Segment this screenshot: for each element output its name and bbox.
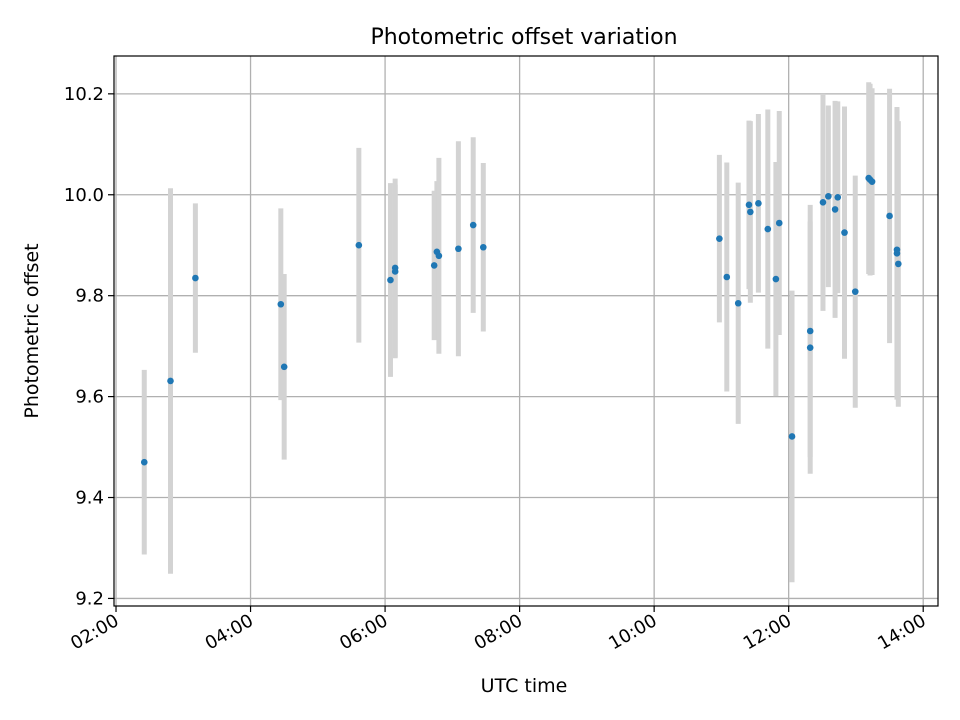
data-point	[825, 192, 832, 200]
data-point	[893, 249, 901, 257]
chart-title: Photometric offset variation	[370, 25, 677, 50]
data-point	[755, 200, 762, 207]
data-point	[775, 219, 783, 227]
data-point	[764, 225, 772, 233]
data-point	[806, 327, 814, 335]
data-point	[387, 276, 394, 284]
data-point	[455, 245, 462, 253]
data-points	[140, 174, 902, 466]
data-point	[280, 363, 288, 371]
data-point	[716, 235, 723, 242]
data-point	[140, 458, 148, 466]
y-tick-label: 9.6	[75, 387, 104, 408]
data-point	[788, 433, 796, 440]
x-axis-label: UTC time	[481, 675, 568, 697]
data-point	[851, 288, 859, 295]
y-tick-label: 10.0	[64, 185, 104, 206]
data-point	[806, 344, 814, 351]
data-point	[886, 212, 893, 220]
y-tick-label: 9.4	[75, 488, 104, 509]
data-point	[734, 299, 742, 307]
data-point	[277, 300, 285, 308]
data-point	[430, 262, 438, 269]
data-point	[723, 273, 731, 281]
data-point	[479, 243, 487, 251]
data-point	[391, 268, 399, 275]
data-point	[831, 206, 839, 213]
data-point	[745, 201, 753, 209]
grid	[114, 56, 938, 606]
y-tick-label: 9.8	[75, 286, 104, 307]
data-point	[355, 241, 363, 249]
data-point	[772, 275, 780, 283]
data-point	[192, 274, 199, 282]
data-point	[469, 221, 477, 229]
data-point	[167, 377, 174, 385]
data-point	[834, 193, 842, 201]
data-point	[747, 208, 754, 216]
y-axis: 9.2 9.4 9.6 9.8 10.0 10.2	[64, 84, 114, 609]
data-point	[868, 178, 876, 185]
data-point	[841, 229, 848, 236]
data-point	[895, 260, 902, 268]
y-tick-label: 10.2	[64, 84, 104, 105]
y-tick-label: 9.2	[75, 588, 104, 609]
y-axis-label: Photometric offset	[21, 243, 43, 418]
plot-frame	[113, 55, 939, 607]
data-point	[819, 199, 827, 206]
plot-area	[114, 56, 938, 606]
data-point	[435, 252, 443, 260]
